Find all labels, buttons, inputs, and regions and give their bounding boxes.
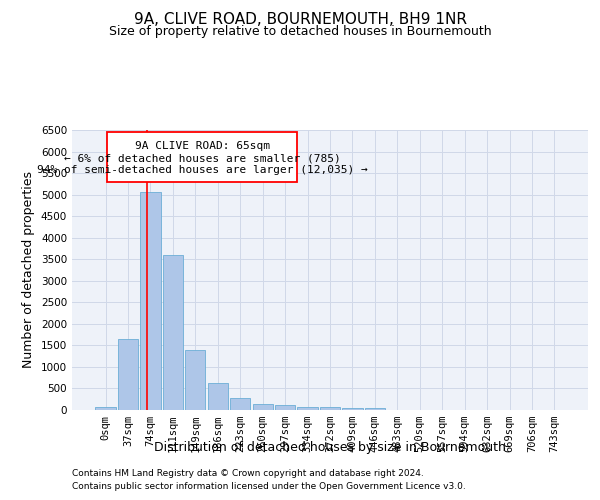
Text: 9A, CLIVE ROAD, BOURNEMOUTH, BH9 1NR: 9A, CLIVE ROAD, BOURNEMOUTH, BH9 1NR <box>133 12 467 28</box>
Bar <box>230 398 250 410</box>
Bar <box>118 339 138 410</box>
Bar <box>185 350 205 410</box>
Text: Contains HM Land Registry data © Crown copyright and database right 2024.: Contains HM Land Registry data © Crown c… <box>72 468 424 477</box>
Bar <box>208 384 228 410</box>
Bar <box>365 408 385 410</box>
Bar <box>95 407 116 410</box>
Bar <box>320 408 340 410</box>
Text: Distribution of detached houses by size in Bournemouth: Distribution of detached houses by size … <box>154 441 506 454</box>
Text: 94% of semi-detached houses are larger (12,035) →: 94% of semi-detached houses are larger (… <box>37 166 368 175</box>
Text: Contains public sector information licensed under the Open Government Licence v3: Contains public sector information licen… <box>72 482 466 491</box>
Text: 9A CLIVE ROAD: 65sqm: 9A CLIVE ROAD: 65sqm <box>135 141 270 151</box>
Text: Size of property relative to detached houses in Bournemouth: Size of property relative to detached ho… <box>109 25 491 38</box>
Bar <box>298 407 317 410</box>
Bar <box>163 255 183 410</box>
Bar <box>107 132 298 182</box>
Y-axis label: Number of detached properties: Number of detached properties <box>22 172 35 368</box>
Text: ← 6% of detached houses are smaller (785): ← 6% of detached houses are smaller (785… <box>64 154 341 164</box>
Bar <box>253 404 273 410</box>
Bar <box>275 406 295 410</box>
Bar <box>343 408 362 410</box>
Bar <box>140 192 161 410</box>
